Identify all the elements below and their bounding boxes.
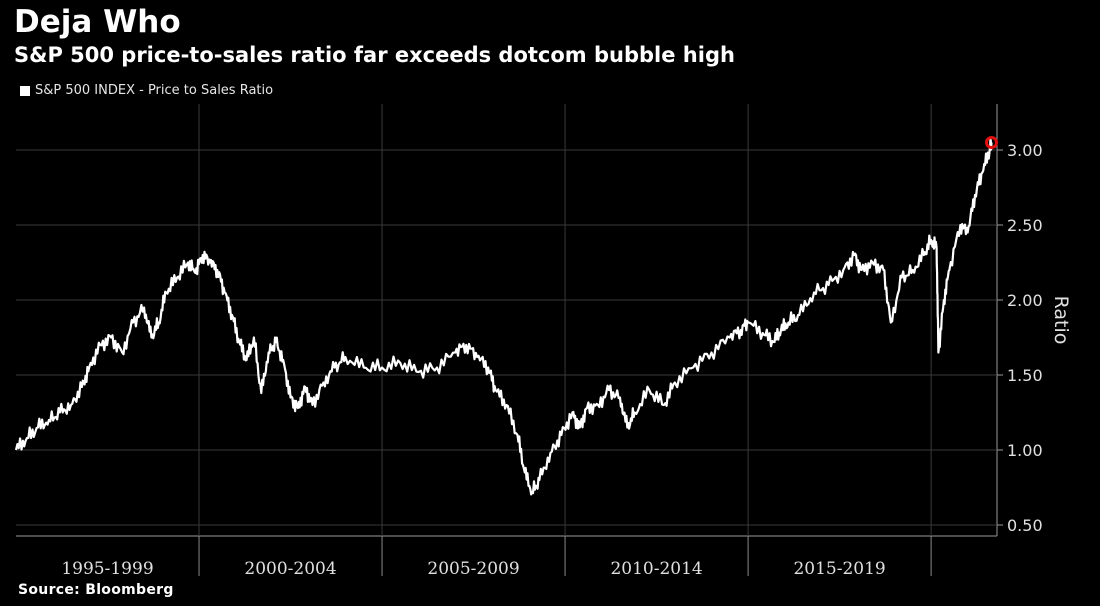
highlight-marker xyxy=(985,136,999,149)
legend: S&P 500 INDEX - Price to Sales Ratio xyxy=(20,83,273,98)
legend-label: S&P 500 INDEX - Price to Sales Ratio xyxy=(35,83,274,98)
x-tick-label: 2000-2004 xyxy=(244,559,336,579)
y-tick-label: 1.50 xyxy=(1007,366,1043,385)
series-group xyxy=(14,138,993,496)
y-axis-ticks: 0.50 1.00 1.50 2.00 2.50 3.00 xyxy=(997,141,1043,535)
source-note: Source: Bloomberg xyxy=(18,582,174,598)
x-tick-label: 1995-1999 xyxy=(61,559,153,579)
chart-subtitle: S&P 500 price-to-sales ratio far exceeds… xyxy=(14,43,735,67)
y-tick-label: 3.00 xyxy=(1007,141,1043,160)
legend-swatch xyxy=(20,85,30,96)
y-tick-label: 2.00 xyxy=(1007,291,1043,310)
x-tick-label: 2005-2009 xyxy=(427,559,519,579)
x-tick-label: 2015-2019 xyxy=(793,559,885,579)
series-line-0 xyxy=(14,138,993,496)
y-tick-label: 0.50 xyxy=(1007,516,1043,535)
x-axis-ticks: 1995-1999 2000-2004 2005-2009 2010-2014 2015… xyxy=(61,559,885,579)
chart-title: Deja Who xyxy=(14,4,181,40)
y-axis-label: Ratio xyxy=(1050,296,1072,345)
y-tick-label: 2.50 xyxy=(1007,216,1043,235)
grid xyxy=(16,104,998,576)
annotation-group xyxy=(985,136,999,149)
y-tick-label: 1.00 xyxy=(1007,441,1043,460)
x-tick-label: 2010-2014 xyxy=(610,559,702,579)
